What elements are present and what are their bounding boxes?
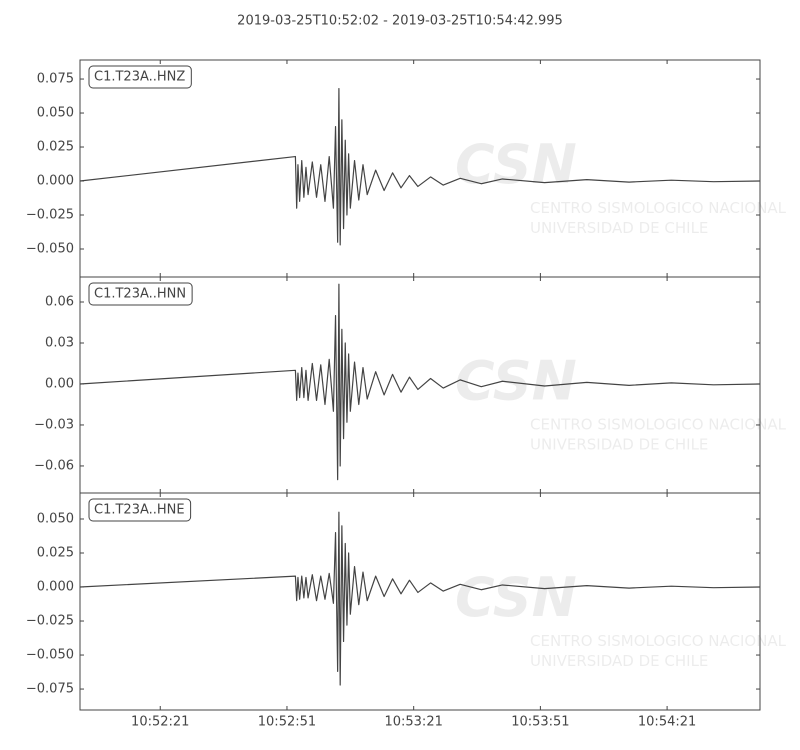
trace-label-box <box>88 65 192 89</box>
trace-label-box <box>88 282 193 306</box>
x-tick-label: 10:53:51 <box>511 715 569 730</box>
watermark-logo: CSN <box>455 350 577 413</box>
y-tick-label: 0.06 <box>45 295 74 310</box>
y-tick-label: 0.03 <box>45 335 74 350</box>
y-tick-label: 0.00 <box>45 376 74 391</box>
panel-frame <box>79 276 761 494</box>
y-tick-label: −0.025 <box>26 614 74 629</box>
waveform <box>79 283 761 481</box>
watermark: CSN CENTRO SISMOLOGICO NACIONAL UNIVERSIDA… <box>455 566 787 670</box>
y-tick-label: 0.000 <box>37 174 74 189</box>
y-tick-label: −0.075 <box>26 682 74 697</box>
x-tick-label: 10:52:51 <box>258 715 316 730</box>
panel-frame <box>79 59 761 278</box>
y-tick-label: −0.03 <box>34 417 74 432</box>
watermark-logo: CSN <box>455 133 577 196</box>
x-tick-label: 10:53:21 <box>384 715 442 730</box>
trace-label-box <box>88 498 192 522</box>
watermark-name: UNIVERSIDAD DE CHILE <box>530 219 708 237</box>
watermark: CSN CENTRO SISMOLOGICO NACIONAL UNIVERSIDA… <box>455 350 787 454</box>
waveform <box>79 87 761 246</box>
watermark-name: UNIVERSIDAD DE CHILE <box>530 436 708 454</box>
y-tick-label: 0.050 <box>37 511 74 526</box>
trace-label: C1.T23A..HNE <box>94 503 185 518</box>
y-tick-label: −0.025 <box>26 208 74 223</box>
waveform <box>79 511 761 686</box>
trace-label: C1.T23A..HNN <box>94 287 186 302</box>
y-tick-label: 0.025 <box>37 545 74 560</box>
watermark-name: CENTRO SISMOLOGICO NACIONAL <box>530 632 787 650</box>
panel-frame <box>79 492 761 711</box>
watermark-logo: CSN <box>455 566 577 629</box>
watermark-name: CENTRO SISMOLOGICO NACIONAL <box>530 199 787 217</box>
y-tick-label: 0.000 <box>37 580 74 595</box>
y-tick-label: 0.050 <box>37 106 74 121</box>
x-tick-label: 10:54:21 <box>638 715 696 730</box>
y-tick-label: 0.075 <box>37 72 74 87</box>
y-tick-label: −0.050 <box>26 648 74 663</box>
y-tick-label: 0.025 <box>37 140 74 155</box>
y-tick-label: −0.06 <box>34 458 74 473</box>
watermark-name: UNIVERSIDAD DE CHILE <box>530 652 708 670</box>
trace-label: C1.T23A..HNZ <box>94 70 185 85</box>
y-tick-label: −0.050 <box>26 241 74 256</box>
watermark-name: CENTRO SISMOLOGICO NACIONAL <box>530 416 787 434</box>
watermark: CSN CENTRO SISMOLOGICO NACIONAL UNIVERSIDA… <box>455 133 787 237</box>
x-tick-label: 10:52:21 <box>131 715 189 730</box>
figure-title: 2019-03-25T10:52:02 - 2019-03-25T10:54:4… <box>237 14 563 29</box>
